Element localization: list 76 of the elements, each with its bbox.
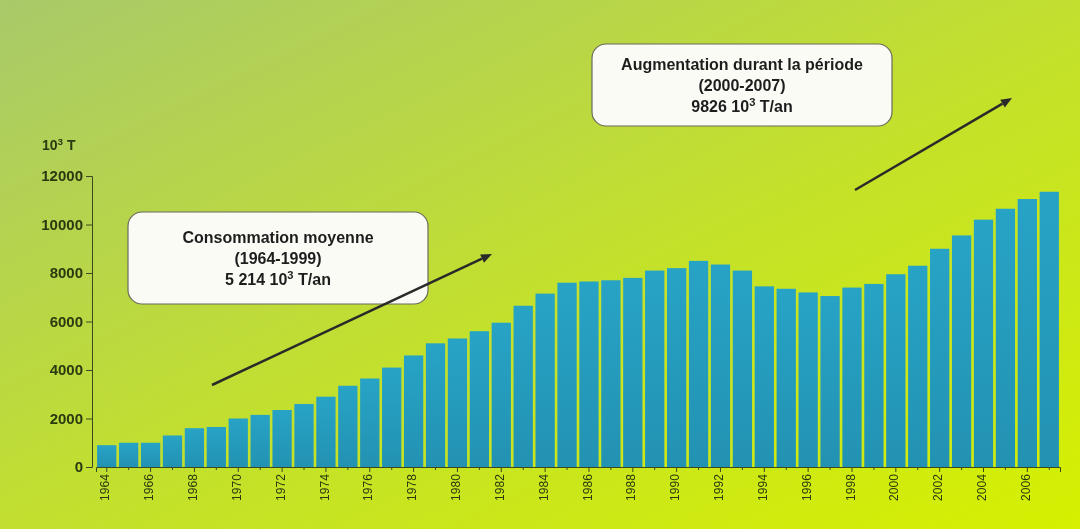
x-tick-label: 1980 xyxy=(449,473,464,501)
bar xyxy=(579,281,599,467)
bar xyxy=(886,274,906,467)
x-tick-label: 1994 xyxy=(755,473,770,501)
bar xyxy=(776,288,796,467)
bar xyxy=(908,265,928,467)
bar xyxy=(491,322,511,467)
bar xyxy=(206,426,226,467)
bar xyxy=(930,248,950,467)
text: Augmentation durant la période (2000-2007) 9826 10$^{3}$ T/an xyxy=(621,56,863,115)
x-tick-label: 1970 xyxy=(229,473,244,501)
bar xyxy=(666,268,687,467)
y-tick-label: 8000 xyxy=(49,264,83,282)
annotation: Consommation moyenne (1964-1999) 5 214 10$^{3}$ T/an xyxy=(182,229,374,288)
bar xyxy=(995,208,1016,467)
bar xyxy=(469,331,490,467)
y-tick-label: 6000 xyxy=(49,312,83,330)
bar xyxy=(1039,191,1059,467)
bar xyxy=(119,442,139,467)
y-tick-label: 2000 xyxy=(49,409,83,427)
bar xyxy=(403,355,424,467)
x-tick-label: 1966 xyxy=(142,473,157,501)
bar xyxy=(732,270,753,467)
bar xyxy=(645,270,665,467)
x-tick-label: 2002 xyxy=(931,473,946,501)
x-tick-label: 1968 xyxy=(186,473,201,501)
bar xyxy=(228,418,248,467)
x-tick-label: 1986 xyxy=(580,473,595,501)
y-axis-title: 10$^{3}$ T xyxy=(42,135,76,153)
x-tick-label: 1972 xyxy=(273,473,288,501)
bar xyxy=(447,338,468,467)
bar xyxy=(820,296,840,467)
bar xyxy=(184,428,205,467)
bar xyxy=(710,264,731,467)
bar xyxy=(140,442,161,467)
bar xyxy=(951,235,972,467)
bar xyxy=(294,403,314,467)
x-tick-label: 1996 xyxy=(799,473,814,501)
x-tick-label: 1984 xyxy=(536,473,551,501)
bar xyxy=(557,282,577,467)
x-tick-label: 1982 xyxy=(492,473,507,501)
bar xyxy=(535,293,555,467)
bar xyxy=(1017,199,1037,467)
bar xyxy=(513,305,533,467)
bar xyxy=(316,396,336,467)
bar xyxy=(97,445,117,467)
bar xyxy=(382,367,402,467)
bar xyxy=(360,378,380,467)
x-tick-label: 1974 xyxy=(317,473,332,501)
x-tick-label: 2000 xyxy=(887,473,902,501)
x-tick-label: 2006 xyxy=(1018,473,1033,501)
x-tick-label: 1990 xyxy=(668,473,683,501)
bar xyxy=(272,410,292,467)
bar xyxy=(798,292,818,467)
bar xyxy=(601,280,621,467)
bar xyxy=(250,414,270,467)
bar xyxy=(842,287,862,467)
x-tick-label: 1988 xyxy=(624,473,639,501)
bar xyxy=(864,283,884,467)
y-tick-label: 12000 xyxy=(41,167,83,185)
bar xyxy=(973,219,994,467)
bar xyxy=(754,286,774,467)
bar xyxy=(338,385,358,467)
x-tick-label: 1992 xyxy=(712,473,727,501)
bar xyxy=(688,260,709,467)
x-tick-label: 1976 xyxy=(361,473,376,501)
bar xyxy=(623,277,643,467)
y-tick-label: 10000 xyxy=(41,215,83,233)
y-tick-label: 0 xyxy=(74,458,83,476)
x-tick-label: 1978 xyxy=(405,473,420,501)
x-tick-label: 1998 xyxy=(843,473,858,501)
y-tick-label: 4000 xyxy=(49,361,83,379)
x-tick-label: 1964 xyxy=(98,473,113,501)
bar xyxy=(425,343,446,467)
x-tick-label: 2004 xyxy=(975,473,990,501)
bar xyxy=(162,435,183,467)
